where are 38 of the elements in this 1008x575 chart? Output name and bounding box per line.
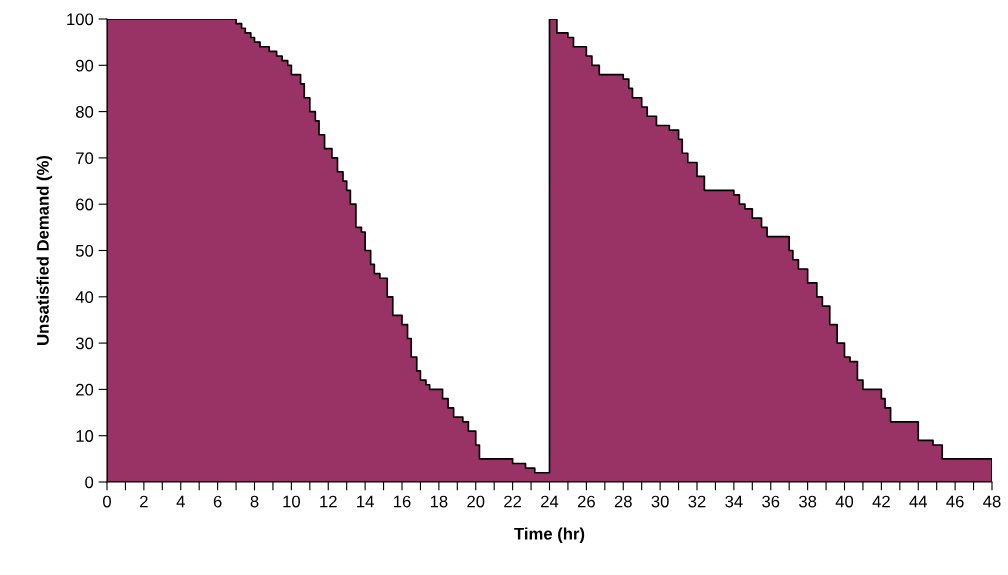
- x-tick-label: 16: [394, 495, 411, 508]
- x-tick-label: 14: [357, 495, 374, 508]
- x-tick-label: 42: [872, 495, 890, 508]
- y-tick-label: 100: [67, 13, 94, 26]
- x-tick-label: 44: [909, 495, 928, 508]
- x-tick-label: 0: [103, 495, 111, 508]
- y-tick-label: 0: [85, 476, 94, 489]
- x-tick-label: 30: [651, 495, 669, 508]
- y-tick-label: 80: [75, 106, 94, 118]
- x-axis-title: Time (hr): [514, 527, 585, 543]
- x-tick-label: 40: [835, 495, 854, 508]
- x-tick-label: 28: [614, 495, 632, 508]
- y-tick-label: 90: [76, 59, 94, 72]
- x-tick-label: 46: [946, 495, 964, 508]
- y-tick-label: 50: [75, 244, 94, 257]
- x-tick-label: 36: [762, 495, 780, 508]
- y-tick-label: 20: [76, 383, 94, 396]
- x-tick-label: 24: [541, 495, 559, 508]
- y-axis-title: Unsatisfied Demand (%): [36, 155, 53, 345]
- x-tick-label: 38: [798, 495, 817, 508]
- x-tick-label: 6: [213, 495, 222, 508]
- x-tick-label: 10: [283, 495, 300, 508]
- x-tick-label: 26: [577, 495, 595, 508]
- x-tick-label: 12: [320, 495, 337, 508]
- x-tick-label: 18: [430, 495, 448, 508]
- x-tick-label: 22: [504, 495, 522, 508]
- x-tick-label: 32: [688, 495, 706, 508]
- x-tick-label: 20: [467, 495, 485, 508]
- x-tick-label: 2: [140, 495, 148, 508]
- y-tick-label: 30: [75, 337, 94, 350]
- y-tick-label: 10: [76, 430, 94, 442]
- y-tick-label: 70: [76, 152, 94, 165]
- x-tick-label: 48: [983, 495, 1001, 508]
- y-tick-label: 60: [76, 198, 94, 211]
- x-tick-label: 8: [250, 495, 259, 508]
- x-tick-label: 34: [725, 495, 743, 508]
- y-tick-label: 40: [75, 291, 94, 303]
- x-tick-label: 4: [176, 495, 185, 508]
